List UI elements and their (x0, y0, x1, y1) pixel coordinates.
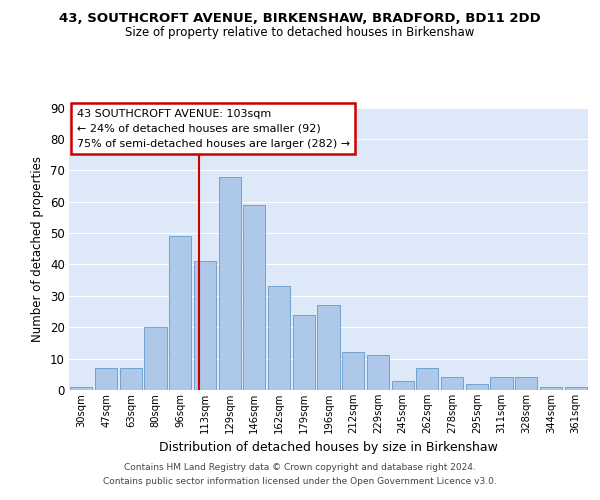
Text: 43, SOUTHCROFT AVENUE, BIRKENSHAW, BRADFORD, BD11 2DD: 43, SOUTHCROFT AVENUE, BIRKENSHAW, BRADF… (59, 12, 541, 26)
Text: Contains HM Land Registry data © Crown copyright and database right 2024.: Contains HM Land Registry data © Crown c… (124, 464, 476, 472)
Bar (540, 387, 562, 390)
X-axis label: Distribution of detached houses by size in Birkenshaw: Distribution of detached houses by size … (159, 442, 498, 454)
Text: Contains public sector information licensed under the Open Government Licence v3: Contains public sector information licen… (103, 477, 497, 486)
Bar (565, 387, 587, 390)
Bar (268, 286, 290, 390)
Bar (243, 205, 265, 390)
Bar (515, 378, 538, 390)
Bar (466, 384, 488, 390)
Bar (119, 368, 142, 390)
Bar (145, 327, 167, 390)
Text: Size of property relative to detached houses in Birkenshaw: Size of property relative to detached ho… (125, 26, 475, 39)
Bar (342, 352, 364, 390)
Y-axis label: Number of detached properties: Number of detached properties (31, 156, 44, 342)
Bar (416, 368, 439, 390)
Bar (293, 314, 315, 390)
Bar (317, 305, 340, 390)
Bar (218, 176, 241, 390)
Bar (194, 262, 216, 390)
Bar (367, 356, 389, 390)
Bar (95, 368, 117, 390)
Bar (490, 378, 512, 390)
Bar (169, 236, 191, 390)
Bar (392, 380, 414, 390)
Bar (441, 378, 463, 390)
Bar (70, 387, 92, 390)
Text: 43 SOUTHCROFT AVENUE: 103sqm
← 24% of detached houses are smaller (92)
75% of se: 43 SOUTHCROFT AVENUE: 103sqm ← 24% of de… (77, 109, 350, 148)
